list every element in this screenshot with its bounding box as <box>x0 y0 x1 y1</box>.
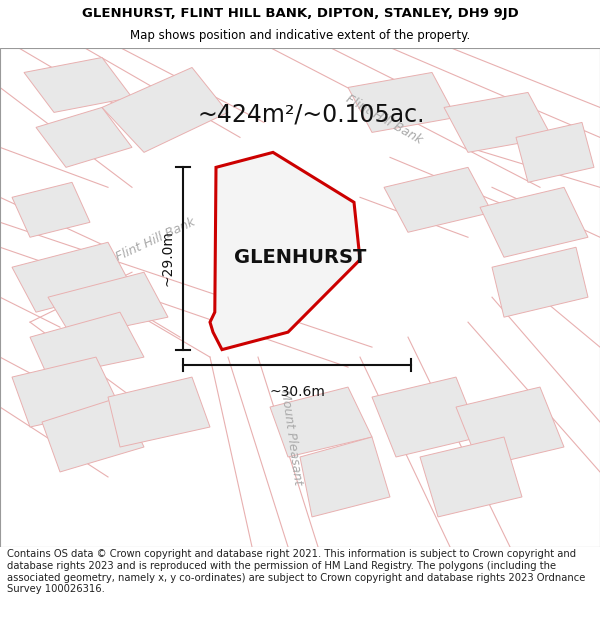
Polygon shape <box>12 242 132 312</box>
Text: Flint Hill Bank: Flint Hill Bank <box>343 92 425 147</box>
Text: GLENHURST, FLINT HILL BANK, DIPTON, STANLEY, DH9 9JD: GLENHURST, FLINT HILL BANK, DIPTON, STAN… <box>82 7 518 20</box>
Polygon shape <box>24 58 132 112</box>
Polygon shape <box>372 377 480 457</box>
Text: ~29.0m: ~29.0m <box>161 231 175 286</box>
Polygon shape <box>12 182 90 238</box>
Polygon shape <box>300 437 390 517</box>
Text: Flint Hill Bank: Flint Hill Bank <box>114 216 198 264</box>
Text: Mount Pleasant: Mount Pleasant <box>278 389 304 486</box>
Polygon shape <box>12 357 120 427</box>
Polygon shape <box>516 122 594 182</box>
Polygon shape <box>102 68 228 152</box>
Text: ~424m²/~0.105ac.: ~424m²/~0.105ac. <box>198 103 425 127</box>
Polygon shape <box>36 107 132 168</box>
Polygon shape <box>270 387 372 457</box>
Polygon shape <box>420 437 522 517</box>
Text: Contains OS data © Crown copyright and database right 2021. This information is : Contains OS data © Crown copyright and d… <box>7 549 586 594</box>
Polygon shape <box>384 168 492 232</box>
Polygon shape <box>216 238 300 302</box>
Polygon shape <box>48 272 168 337</box>
Text: Map shows position and indicative extent of the property.: Map shows position and indicative extent… <box>130 29 470 42</box>
Polygon shape <box>108 377 210 447</box>
Polygon shape <box>492 248 588 317</box>
Polygon shape <box>210 152 360 349</box>
Polygon shape <box>30 312 144 377</box>
Polygon shape <box>42 397 144 472</box>
Polygon shape <box>348 72 456 132</box>
Polygon shape <box>456 387 564 467</box>
Polygon shape <box>444 92 552 152</box>
Polygon shape <box>480 188 588 258</box>
Text: GLENHURST: GLENHURST <box>234 248 366 267</box>
Text: ~30.6m: ~30.6m <box>269 384 325 399</box>
